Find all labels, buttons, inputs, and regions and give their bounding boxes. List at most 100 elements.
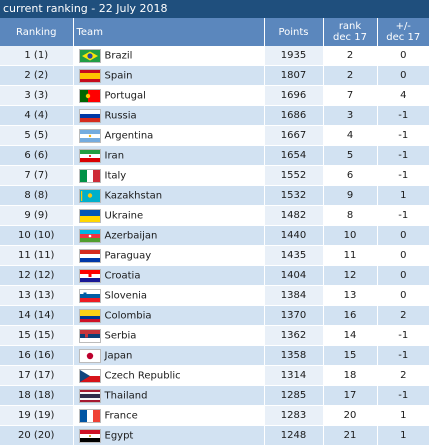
- rank-dec-cell: 11: [323, 245, 378, 266]
- points-cell: 1362: [264, 325, 324, 346]
- table-row: 11 (11) Paraguay 1435 11 0: [0, 245, 429, 266]
- team-cell[interactable]: Japan: [73, 345, 265, 366]
- team-cell[interactable]: France: [73, 405, 265, 426]
- table-row: 7 (7) Italy 1552 6 -1: [0, 165, 429, 186]
- team-name: Serbia: [104, 330, 137, 341]
- change-cell: 0: [377, 225, 429, 246]
- team-cell[interactable]: Slovenia: [73, 285, 265, 306]
- team-name: Thailand: [104, 390, 148, 401]
- team-cell[interactable]: Colombia: [73, 305, 265, 326]
- ranking-table: Ranking Team Points rank dec 17 +/- dec …: [0, 18, 429, 446]
- rank-dec-cell: 7: [323, 85, 378, 106]
- ranking-cell: 9 (9): [0, 205, 74, 226]
- team-cell[interactable]: Kazakhstan: [73, 185, 265, 206]
- table-row: 8 (8) Kazakhstan 1532 9 1: [0, 185, 429, 206]
- paraguay-flag-icon: [78, 248, 101, 263]
- team-cell[interactable]: Serbia: [73, 325, 265, 346]
- team-cell[interactable]: Paraguay: [73, 245, 265, 266]
- points-cell: 1314: [264, 365, 324, 386]
- header-rank-dec: rank dec 17: [323, 18, 378, 46]
- change-cell: -1: [377, 325, 429, 346]
- change-cell: -1: [377, 165, 429, 186]
- team-cell[interactable]: Portugal: [73, 85, 265, 106]
- table-row: 16 (16) Japan 1358 15 -1: [0, 345, 429, 366]
- colombia-flag-icon: [78, 308, 101, 323]
- rank-dec-cell: 12: [323, 265, 378, 286]
- table-row: 18 (18) Thailand 1285 17 -1: [0, 385, 429, 406]
- azerbaijan-flag-icon: [78, 228, 101, 243]
- france-flag-icon: [78, 408, 101, 423]
- rank-dec-cell: 2: [323, 65, 378, 86]
- rank-dec-cell: 15: [323, 345, 378, 366]
- team-name: France: [104, 410, 138, 421]
- ranking-cell: 17 (17): [0, 365, 74, 386]
- rank-dec-cell: 9: [323, 185, 378, 206]
- rank-dec-cell: 16: [323, 305, 378, 326]
- team-cell[interactable]: Brazil: [73, 46, 265, 66]
- change-cell: 0: [377, 245, 429, 266]
- team-cell[interactable]: Egypt: [73, 425, 265, 446]
- team-name: Argentina: [104, 130, 154, 141]
- ranking-cell: 20 (20): [0, 425, 74, 446]
- change-cell: -1: [377, 385, 429, 406]
- team-cell[interactable]: Azerbaijan: [73, 225, 265, 246]
- table-row: 9 (9) Ukraine 1482 8 -1: [0, 205, 429, 226]
- team-name: Italy: [104, 170, 127, 181]
- table-header-row: Ranking Team Points rank dec 17 +/- dec …: [0, 18, 429, 46]
- team-cell[interactable]: Argentina: [73, 125, 265, 146]
- argentina-flag-icon: [78, 128, 101, 143]
- egypt-flag-icon: [78, 428, 101, 443]
- team-name: Croatia: [104, 270, 141, 281]
- ranking-cell: 5 (5): [0, 125, 74, 146]
- ranking-cell: 16 (16): [0, 345, 74, 366]
- change-cell: 4: [377, 85, 429, 106]
- change-cell: 0: [377, 46, 429, 66]
- table-row: 5 (5) Argentina 1667 4 -1: [0, 125, 429, 146]
- table-row: 17 (17) Czech Republic 1314 18 2: [0, 365, 429, 386]
- table-row: 20 (20) Egypt 1248 21 1: [0, 425, 429, 446]
- change-cell: 1: [377, 185, 429, 206]
- team-name: Azerbaijan: [104, 230, 158, 241]
- table-row: 1 (1) Brazil 1935 2 0: [0, 46, 429, 66]
- team-cell[interactable]: Spain: [73, 65, 265, 86]
- team-cell[interactable]: Ukraine: [73, 205, 265, 226]
- team-cell[interactable]: Thailand: [73, 385, 265, 406]
- points-cell: 1384: [264, 285, 324, 306]
- portugal-flag-icon: [78, 88, 101, 103]
- table-row: 3 (3) Portugal 1696 7 4: [0, 85, 429, 106]
- team-cell[interactable]: Italy: [73, 165, 265, 186]
- team-cell[interactable]: Russia: [73, 105, 265, 126]
- ranking-cell: 1 (1): [0, 46, 74, 66]
- change-cell: -1: [377, 145, 429, 166]
- team-cell[interactable]: Iran: [73, 145, 265, 166]
- header-change: +/- dec 17: [377, 18, 429, 46]
- table-row: 13 (13) Slovenia 1384 13 0: [0, 285, 429, 306]
- spain-flag-icon: [78, 68, 101, 83]
- team-cell[interactable]: Croatia: [73, 265, 265, 286]
- slovenia-flag-icon: [78, 288, 101, 303]
- points-cell: 1435: [264, 245, 324, 266]
- ranking-title: current ranking - 22 July 2018: [0, 0, 429, 18]
- team-cell[interactable]: Czech Republic: [73, 365, 265, 386]
- ukraine-flag-icon: [78, 208, 101, 223]
- team-name: Iran: [104, 150, 125, 161]
- points-cell: 1248: [264, 425, 324, 446]
- croatia-flag-icon: [78, 268, 101, 283]
- iran-flag-icon: [78, 148, 101, 163]
- ranking-cell: 19 (19): [0, 405, 74, 426]
- ranking-cell: 8 (8): [0, 185, 74, 206]
- change-cell: 0: [377, 265, 429, 286]
- table-row: 2 (2) Spain 1807 2 0: [0, 65, 429, 86]
- points-cell: 1285: [264, 385, 324, 406]
- ranking-cell: 3 (3): [0, 85, 74, 106]
- table-row: 4 (4) Russia 1686 3 -1: [0, 105, 429, 126]
- team-name: Brazil: [104, 50, 133, 61]
- change-cell: 0: [377, 285, 429, 306]
- ranking-cell: 13 (13): [0, 285, 74, 306]
- rank-dec-cell: 3: [323, 105, 378, 126]
- table-row: 12 (12) Croatia 1404 12 0: [0, 265, 429, 286]
- ranking-cell: 12 (12): [0, 265, 74, 286]
- change-cell: -1: [377, 345, 429, 366]
- table-row: 6 (6) Iran 1654 5 -1: [0, 145, 429, 166]
